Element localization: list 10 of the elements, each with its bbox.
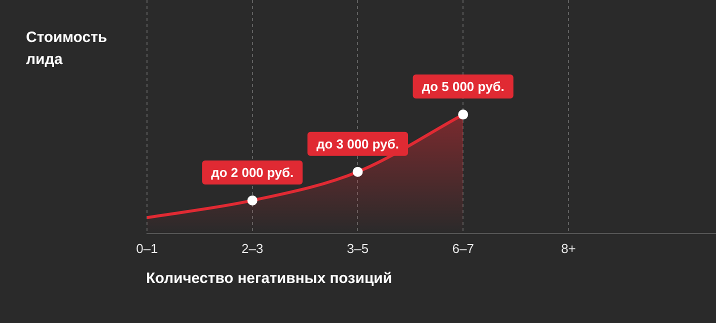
x-tick-label: 8+ — [561, 240, 576, 256]
x-tick-label: 2–3 — [242, 240, 264, 256]
data-label: до 2 000 руб. — [211, 165, 294, 180]
y-axis-title: Стоимость лида — [26, 28, 108, 70]
x-axis-title: Количество негативных позиций — [146, 270, 392, 287]
data-label: до 3 000 руб. — [316, 136, 400, 152]
x-tick-label: 3–5 — [346, 240, 369, 256]
x-tick-label: 0–1 — [136, 240, 158, 256]
x-tick-label: 6–7 — [452, 240, 474, 256]
data-label: до 5 000 руб. — [422, 79, 504, 94]
